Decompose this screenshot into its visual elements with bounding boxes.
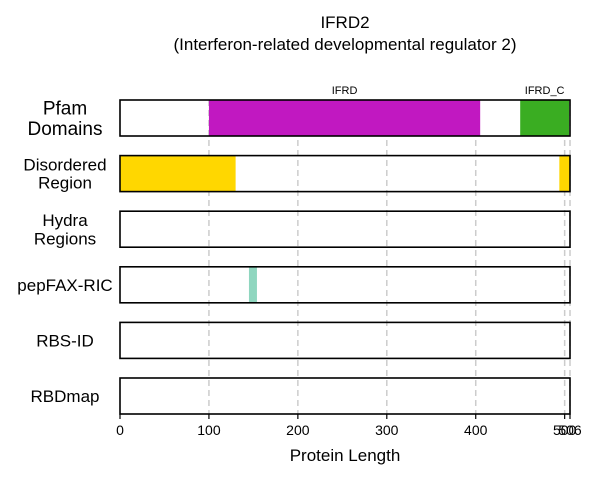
track-frame-5 [119,377,571,415]
track-frame-2 [119,210,571,248]
track-5: RBDmap [31,377,571,415]
track-label-4: RBS-ID [36,331,94,350]
x-tick-label-300: 300 [375,422,399,438]
track-frame-0 [119,99,571,137]
x-tick-label-100: 100 [197,422,221,438]
chart-subtitle: (Interferon-related developmental regula… [173,35,516,54]
track-label-line: Region [38,174,92,193]
x-tick-label-400: 400 [464,422,488,438]
track-label-line: pepFAX-RIC [17,276,112,295]
segment-label-0-0: IFRD [332,85,358,97]
track-label-line: Pfam [43,98,87,119]
tracks: IFRD IFRD_C Pfam Domains Disordered Region Hyd… [17,85,571,415]
track-frame-3 [119,265,571,304]
grid-lines [208,100,571,414]
track-2: Hydra Regions [34,210,571,248]
track-3: pepFAX-RIC [17,265,571,304]
segment-1-0 [120,155,236,192]
track-label-2: Hydra Regions [34,211,96,248]
track-label-line: RBS-ID [36,331,94,350]
segment-label-0-1: IFRD_C [525,85,565,97]
track-frame-4 [119,321,571,360]
segment-0-0 [208,100,481,136]
track-label-5: RBDmap [31,387,100,406]
track-1: Disordered Region [23,154,571,193]
track-label-1: Disordered Region [23,155,106,192]
segment-1-1 [559,155,570,192]
track-label-line: Regions [34,229,96,248]
segment-3-0 [248,266,257,303]
x-tick-label-500: 500 [553,422,577,438]
x-tick-label-200: 200 [286,422,310,438]
track-label-3: pepFAX-RIC [17,276,112,295]
segment-0-1 [520,100,570,136]
track-4: RBS-ID [36,321,571,360]
track-label-line: Hydra [42,211,88,230]
x-axis-label: Protein Length [290,446,401,465]
track-label-line: Domains [28,119,103,140]
track-label-line: Disordered [23,155,106,174]
track-label-0: Pfam Domains [28,98,103,140]
track-frame-1 [119,154,571,193]
chart-title: IFRD2 [320,13,369,32]
track-0: IFRD IFRD_C Pfam Domains [28,85,571,140]
x-tick-label-506: 506 [558,422,582,438]
track-label-line: RBDmap [31,387,100,406]
x-tick-label-0: 0 [116,422,124,438]
